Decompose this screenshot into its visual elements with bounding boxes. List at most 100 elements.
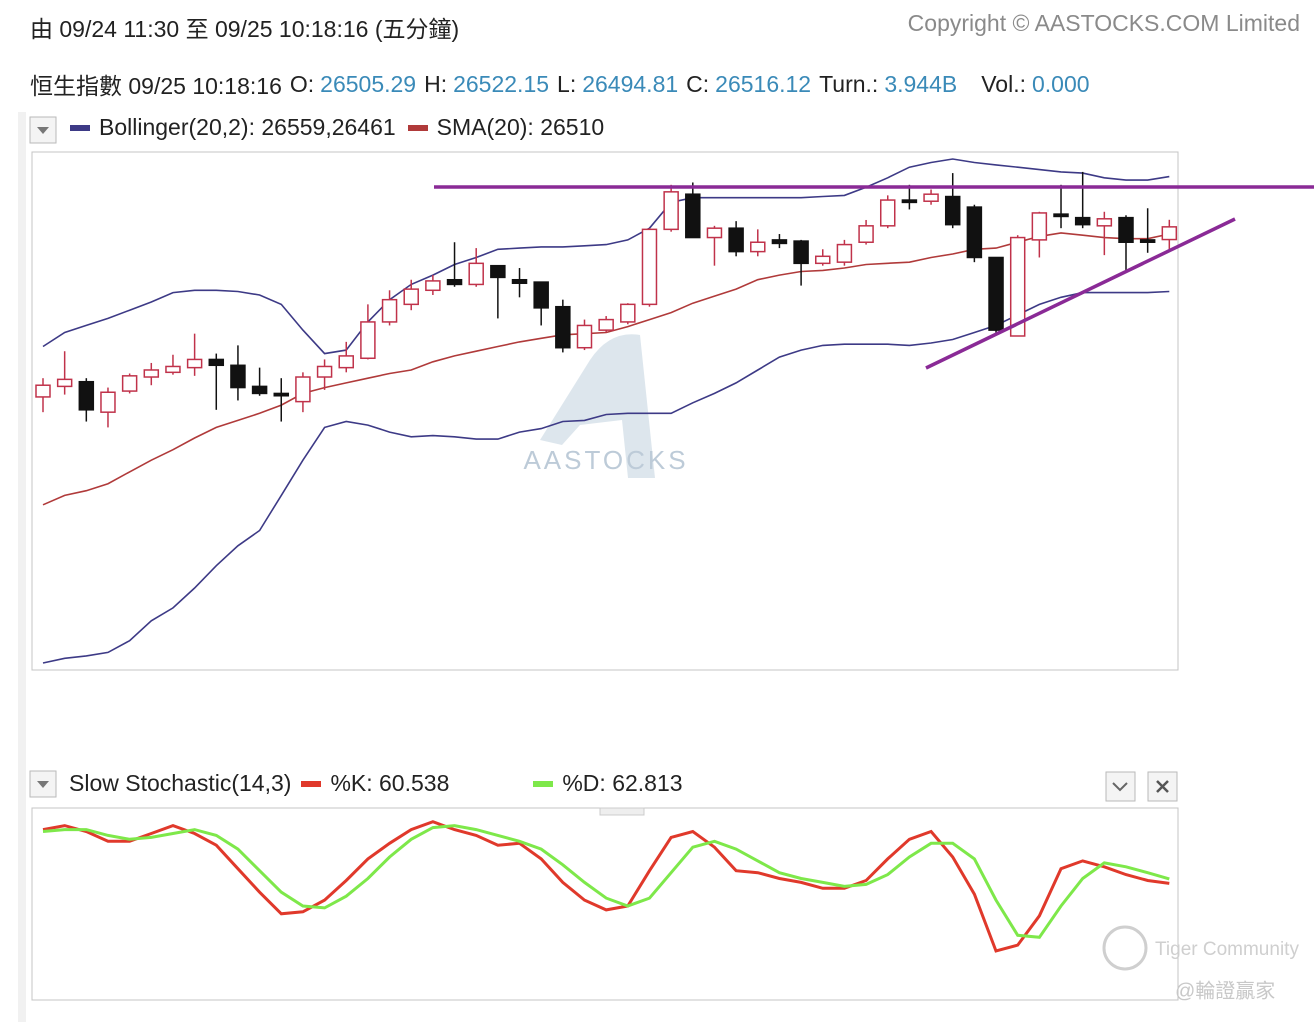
candle-body [966,206,983,259]
candle-body [511,278,528,285]
candle-body [1031,212,1048,241]
range: 由 09/24 11:30 至 09/25 10:18:16 (五分鐘) [30,16,460,42]
candle-body [338,355,354,369]
candle-body [35,384,51,398]
quote-label: Vol.: [981,70,1026,97]
candle-body [143,369,160,378]
stoch-legend: Slow Stochastic(14,3) %K: 60.538 %D: 62.81… [58,770,683,797]
candle-body [663,191,679,231]
candle-body [273,392,290,397]
candle-body [208,358,225,367]
candle-body [251,385,268,395]
candle-body [446,278,463,286]
candle-body [988,256,1004,331]
copyright: Copyright © AASTOCKS.COM Limited [908,10,1300,37]
candle-body [1139,239,1156,243]
side-strip [18,112,26,1022]
legend-swatch [70,124,90,131]
legend-label: Bollinger(20,2): 26559,26461 [99,114,396,140]
quote-value: 26494.81 [582,70,679,97]
watermark-text: Tiger Community [1155,939,1299,960]
candle-body [685,193,701,239]
bollinger-lower [42,290,1170,664]
quote-label: L: [557,70,577,97]
quote-value: 0.000 [1031,70,1090,97]
candle-body [468,262,484,286]
candle-body [771,239,788,245]
main-plot-frame [31,151,1179,671]
watermark-icon [1102,925,1148,971]
legend-label: %D: 62.813 [562,770,683,796]
collapse-icon [1112,782,1128,792]
dropdown-arrow [37,781,49,788]
candle-body [923,193,939,202]
candle-body [836,243,853,263]
quote-value: 26505.29 [320,70,417,97]
range-row: 由 09/24 11:30 至 09/25 10:18:16 (五分鐘) [30,10,459,44]
candle-body [78,380,95,411]
candle-body [186,358,203,369]
stoch-plot-frame [31,807,1179,1001]
candle-body [793,240,809,265]
candle-body [1053,213,1069,218]
candle-body [620,303,636,323]
legend-swatch [301,780,322,787]
quote-value: 3.944B [884,70,958,97]
candle-body [879,199,896,227]
quote-value: 26516.12 [715,70,812,97]
dropdown-arrow [37,127,49,134]
candle-body [598,318,614,331]
stoch-line [42,820,1170,953]
resize-handle[interactable] [599,807,645,816]
candle-body [576,324,593,349]
stoch-line [42,824,1170,939]
collapse-button[interactable] [1105,771,1136,802]
candle-body [901,199,918,204]
candle-body [706,227,723,239]
candle-body [728,227,744,253]
candle-body [750,241,766,253]
quote-row: 恒生指數 09/25 10:18:16 O: 26505.29 H: 26522.15… [30,67,1090,101]
quote-label: C: [686,70,710,97]
quote-label: H: [424,70,448,97]
candle-body [403,288,419,306]
candle-body [815,255,831,265]
panel-title: Slow Stochastic(14,3) [69,770,292,796]
legend-label: %K: 60.538 [330,770,450,796]
quote-value: 26522.15 [453,70,550,97]
candle-body [1161,226,1178,241]
candle-body [121,375,138,392]
candle-body [165,365,181,374]
close-icon [1156,780,1169,793]
quote-name: 恒生指數 09/25 10:18:16 [30,73,282,99]
candle-body [425,280,441,292]
legend: Bollinger(20,2): 26559,26461 SMA(20): 265… [58,114,604,141]
candle-body [555,305,571,349]
candle-body [1074,216,1091,226]
legend-swatch [407,124,428,131]
candle-body [56,378,73,388]
candle-body [944,195,961,226]
candle-body [533,281,549,309]
candle-body [360,321,376,360]
candle-body [1009,236,1026,337]
watermark-text: AASTOCKS [523,445,688,475]
candle-body [1096,218,1113,227]
candle-body [316,365,333,378]
watermark-text: @輪證贏家 [1175,979,1275,1002]
candle-body [100,391,116,413]
legend-label: SMA(20): 26510 [436,114,605,140]
candle-body [381,298,398,323]
trend-line [925,217,1236,370]
candle-body [230,364,246,389]
candle-body [295,376,311,403]
quote-label: Turn.: [819,70,879,97]
quote-label: O: [289,70,315,97]
candle-body [1118,216,1134,243]
legend-swatch [533,780,554,787]
bollinger-upper [42,158,1170,355]
candle-body [641,228,658,306]
candle-body [490,264,506,279]
